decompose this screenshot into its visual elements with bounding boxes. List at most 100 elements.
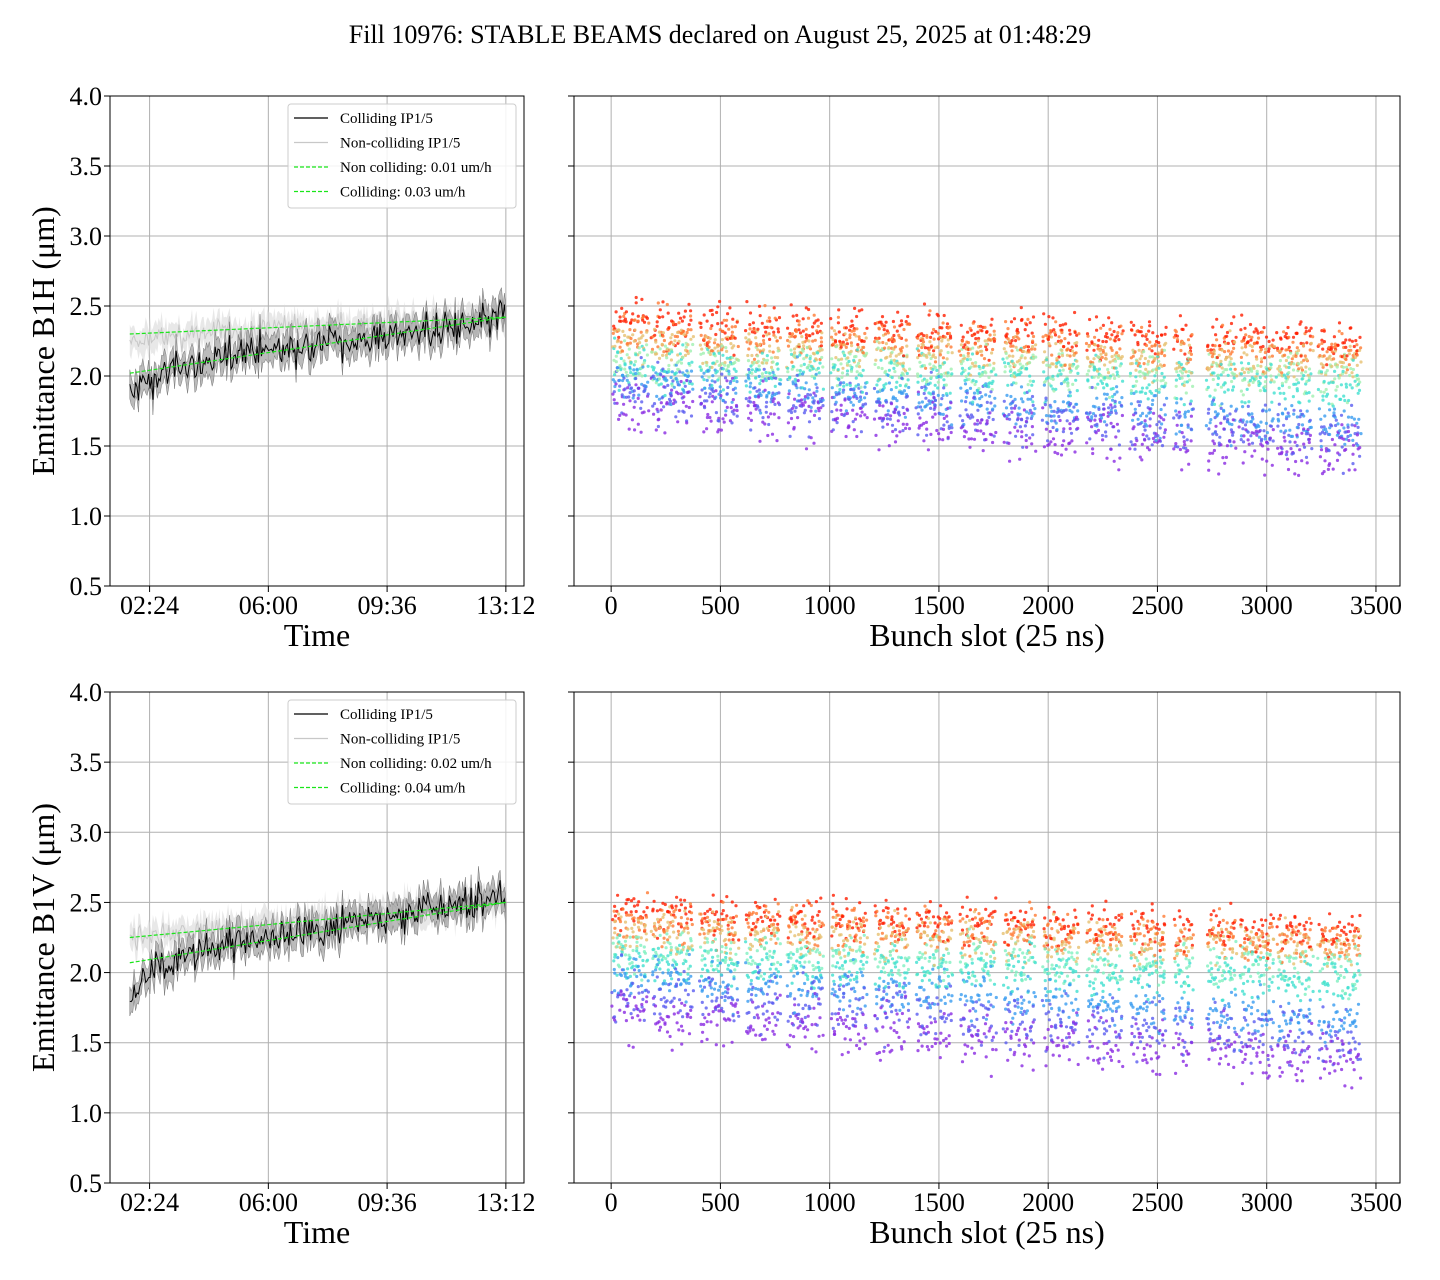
bunch-point [637,951,641,955]
bunch-point [933,356,938,360]
bunch-point [805,366,809,370]
bunch-point [1344,345,1348,349]
bunch-point [776,922,780,926]
bunch-point [1229,357,1233,361]
bunch-point [1358,335,1362,339]
bunch-point [1232,315,1236,319]
bunch-point [662,405,666,409]
bunch-point [961,359,965,363]
bunch-point [1137,403,1141,407]
bunch-point [1239,361,1244,365]
bunch-point [748,327,752,331]
bunch-point [703,941,707,945]
bunch-point [1102,386,1106,390]
bunch-point [761,334,766,338]
bunch-point [743,937,748,941]
bunch-point [757,364,761,368]
bunch-point [834,356,838,360]
bunch-point [1085,441,1089,445]
bunch-point [642,945,646,949]
bunch-point [1329,345,1333,349]
bunch-point [1087,369,1091,373]
bunch-point [1151,398,1155,402]
bunch-point [1097,355,1101,359]
bunch-point [623,363,627,367]
bunch-point [662,912,666,917]
bunch-point [1285,450,1289,454]
bunch-point [623,339,627,343]
bunch-point [1154,394,1158,398]
bunch-point [1001,357,1005,361]
bunch-point [714,910,719,914]
bunch-point [762,1002,767,1006]
bunch-point [1269,366,1273,370]
bunch-point [786,326,790,330]
bunch-point [628,935,632,939]
bunch-point [772,922,776,927]
bunch-point [1258,376,1262,380]
bunch-point [665,1030,670,1034]
bunch-point [1267,408,1272,412]
bunch-point [1336,422,1340,426]
bunch-point [902,411,906,416]
bunch-point [980,372,984,376]
bunch-point [888,417,892,421]
bunch-point [966,354,970,358]
bunch-point [771,399,775,404]
bunch-point [1055,356,1059,361]
bunch-point [836,315,841,319]
bunch-point [1097,359,1102,363]
bunch-point [795,947,799,952]
bunch-point [658,933,662,938]
bunch-point [640,297,644,301]
bunch-point [635,367,639,371]
bunch-point [637,928,642,932]
bunch-point [777,316,782,320]
bunch-point [615,369,620,373]
bunch-point [1350,403,1354,407]
bunch-point [666,954,670,958]
bunch-point [658,926,662,930]
bunch-point [791,364,795,369]
bunch-point [1180,376,1184,380]
bunch-point [1216,373,1220,377]
bunch-point [975,351,980,355]
bunch-point [709,948,713,952]
bunch-point [1046,439,1050,443]
bunch-point [1138,455,1142,459]
bunch-point [680,931,684,935]
bunch-point [874,409,878,413]
bunch-point [1253,449,1257,453]
bunch-point [1163,332,1167,336]
bunch-point [1322,340,1326,344]
bunch-point [663,431,667,435]
bunch-point [641,958,645,963]
bunch-point [1024,438,1028,443]
bunch-point [1059,382,1064,386]
bunch-point [1266,447,1270,451]
bunch-point [1041,339,1045,343]
bunch-point [713,338,717,342]
bunch-point [821,404,825,408]
bunch-point [636,985,640,989]
bunch-point [1028,374,1032,378]
bunch-point [681,400,686,404]
bunch-point [854,354,858,359]
bunch-point [769,325,773,329]
bunch-point [972,391,977,395]
bunch-point [709,419,713,423]
bunch-point [1021,364,1025,368]
bunch-point [630,926,634,931]
bunch-point [1283,407,1288,411]
bunch-point [1071,364,1075,368]
bunch-point [852,428,856,432]
bunch-point [861,368,865,372]
bunch-point [916,433,920,437]
bunch-point [1162,348,1167,352]
bunch-point [1279,429,1283,433]
bunch-point [795,959,799,963]
bunch-point [1334,418,1338,422]
x-tick-label: 2000 [1022,591,1074,620]
bunch-point [795,920,799,924]
bunch-point [799,946,804,950]
